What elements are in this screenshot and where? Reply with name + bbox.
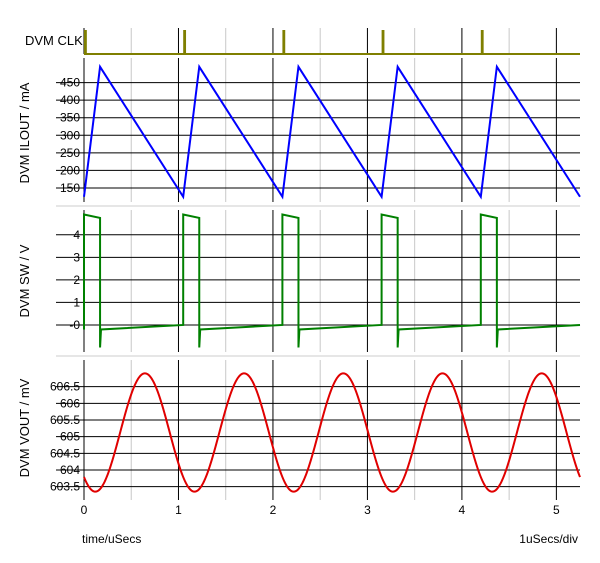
clk-pulse: [183, 30, 187, 54]
ilout-trace: [83, 63, 581, 200]
y-tick-label: 200: [60, 163, 80, 177]
y-tick-label: 2: [73, 273, 80, 287]
y-tick-label: 604.5: [50, 446, 80, 460]
y-tick-label: 350: [60, 111, 80, 125]
clk-pulse: [381, 30, 385, 54]
y-tick-label: 250: [60, 146, 80, 160]
axis-labels: DVM CLK DVM ILOUT / mA DVM SW / V DVM VO…: [17, 33, 578, 546]
y-tick-label: 604: [60, 463, 80, 477]
y-tick-label: 450: [60, 76, 80, 90]
y-tick-label: 150: [60, 181, 80, 195]
x-axis-label: time/uSecs: [82, 532, 141, 546]
x-tick-label: 0: [81, 503, 88, 517]
x-tick-label: 1: [175, 503, 182, 517]
vout-axis-label: DVM VOUT / mV: [17, 378, 32, 477]
y-tick-label: 4: [73, 228, 80, 242]
x-tick-label: 4: [459, 503, 466, 517]
sw-trace: [83, 213, 581, 348]
y-tick-label: 606: [60, 396, 80, 410]
clk-pulse: [480, 30, 484, 54]
sw-axis-label: DVM SW / V: [17, 244, 32, 317]
tick-labels: 150200250300350400450-01234603.5604604.5…: [50, 76, 560, 517]
y-tick-label: 300: [60, 128, 80, 142]
y-tick-label: 3: [73, 250, 80, 264]
y-tick-label: 605: [60, 430, 80, 444]
clk-label: DVM CLK: [25, 33, 83, 48]
x-scale-label: 1uSecs/div: [519, 532, 578, 546]
traces: [83, 30, 581, 493]
x-tick-label: 2: [270, 503, 277, 517]
y-tick-label: 400: [60, 93, 80, 107]
vout-trace: [83, 372, 581, 493]
y-tick-label: 605.5: [50, 413, 80, 427]
y-tick-label: 1: [73, 295, 80, 309]
ilout-axis-label: DVM ILOUT / mA: [17, 82, 32, 183]
clk-pulse: [84, 30, 87, 54]
y-tick-label: -0: [69, 318, 80, 332]
clk-pulse: [282, 30, 286, 54]
x-tick-label: 3: [364, 503, 371, 517]
x-tick-label: 5: [553, 503, 560, 517]
y-tick-label: 606.5: [50, 380, 80, 394]
y-tick-label: 603.5: [50, 480, 80, 494]
